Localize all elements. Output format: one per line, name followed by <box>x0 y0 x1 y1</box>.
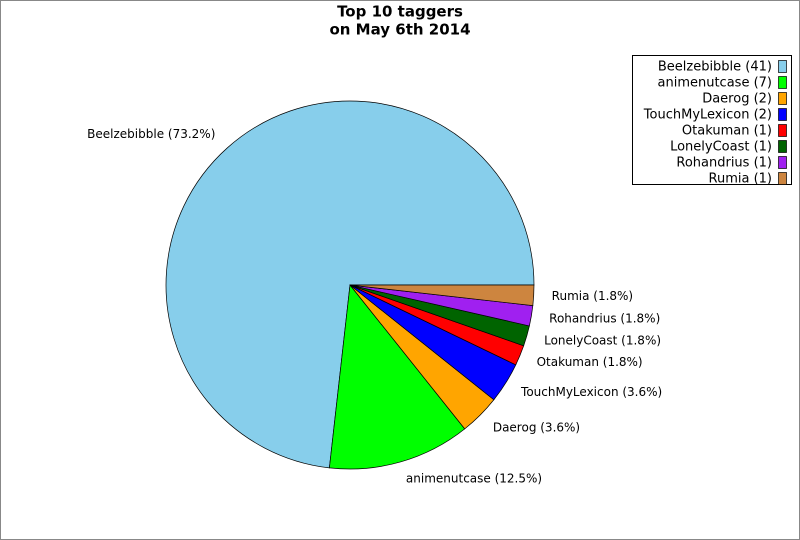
legend-swatch <box>778 156 787 169</box>
slice-label: Rohandrius (1.8%) <box>549 311 660 325</box>
legend-swatch <box>778 172 787 185</box>
legend-label: LonelyCoast (1) <box>670 140 772 155</box>
slice-label: Otakuman (1.8%) <box>537 355 643 369</box>
legend-label: animenutcase (7) <box>658 76 773 91</box>
legend-label: Otakuman (1) <box>682 124 772 139</box>
slice-label: TouchMyLexicon (3.6%) <box>520 385 662 399</box>
slice-label: Daerog (3.6%) <box>493 420 580 434</box>
slice-label: Rumia (1.8%) <box>552 289 633 303</box>
pie-slice <box>165 100 535 469</box>
slice-label: LonelyCoast (1.8%) <box>544 333 661 347</box>
slice-label: animenutcase (12.5%) <box>406 472 542 486</box>
legend-swatch <box>778 92 787 105</box>
pie-slice <box>349 284 535 306</box>
legend-swatch <box>778 124 787 137</box>
legend-label: Beelzebibble (41) <box>658 60 772 75</box>
chart-subtitle: on May 6th 2014 <box>329 21 470 39</box>
legend-label: TouchMyLexicon (2) <box>643 108 772 123</box>
legend-box <box>632 55 792 185</box>
legend-swatch <box>778 76 787 89</box>
legend-label: Rumia (1) <box>709 172 772 187</box>
legend-swatch <box>778 108 787 121</box>
legend-swatch <box>778 60 787 73</box>
chart-title: Top 10 taggers <box>337 3 463 21</box>
legend-label: Rohandrius (1) <box>676 156 772 171</box>
legend-swatch <box>778 140 787 153</box>
legend-label: Daerog (2) <box>702 92 772 107</box>
pie-slice <box>329 284 466 470</box>
slice-label: Beelzebibble (73.2%) <box>87 127 215 141</box>
